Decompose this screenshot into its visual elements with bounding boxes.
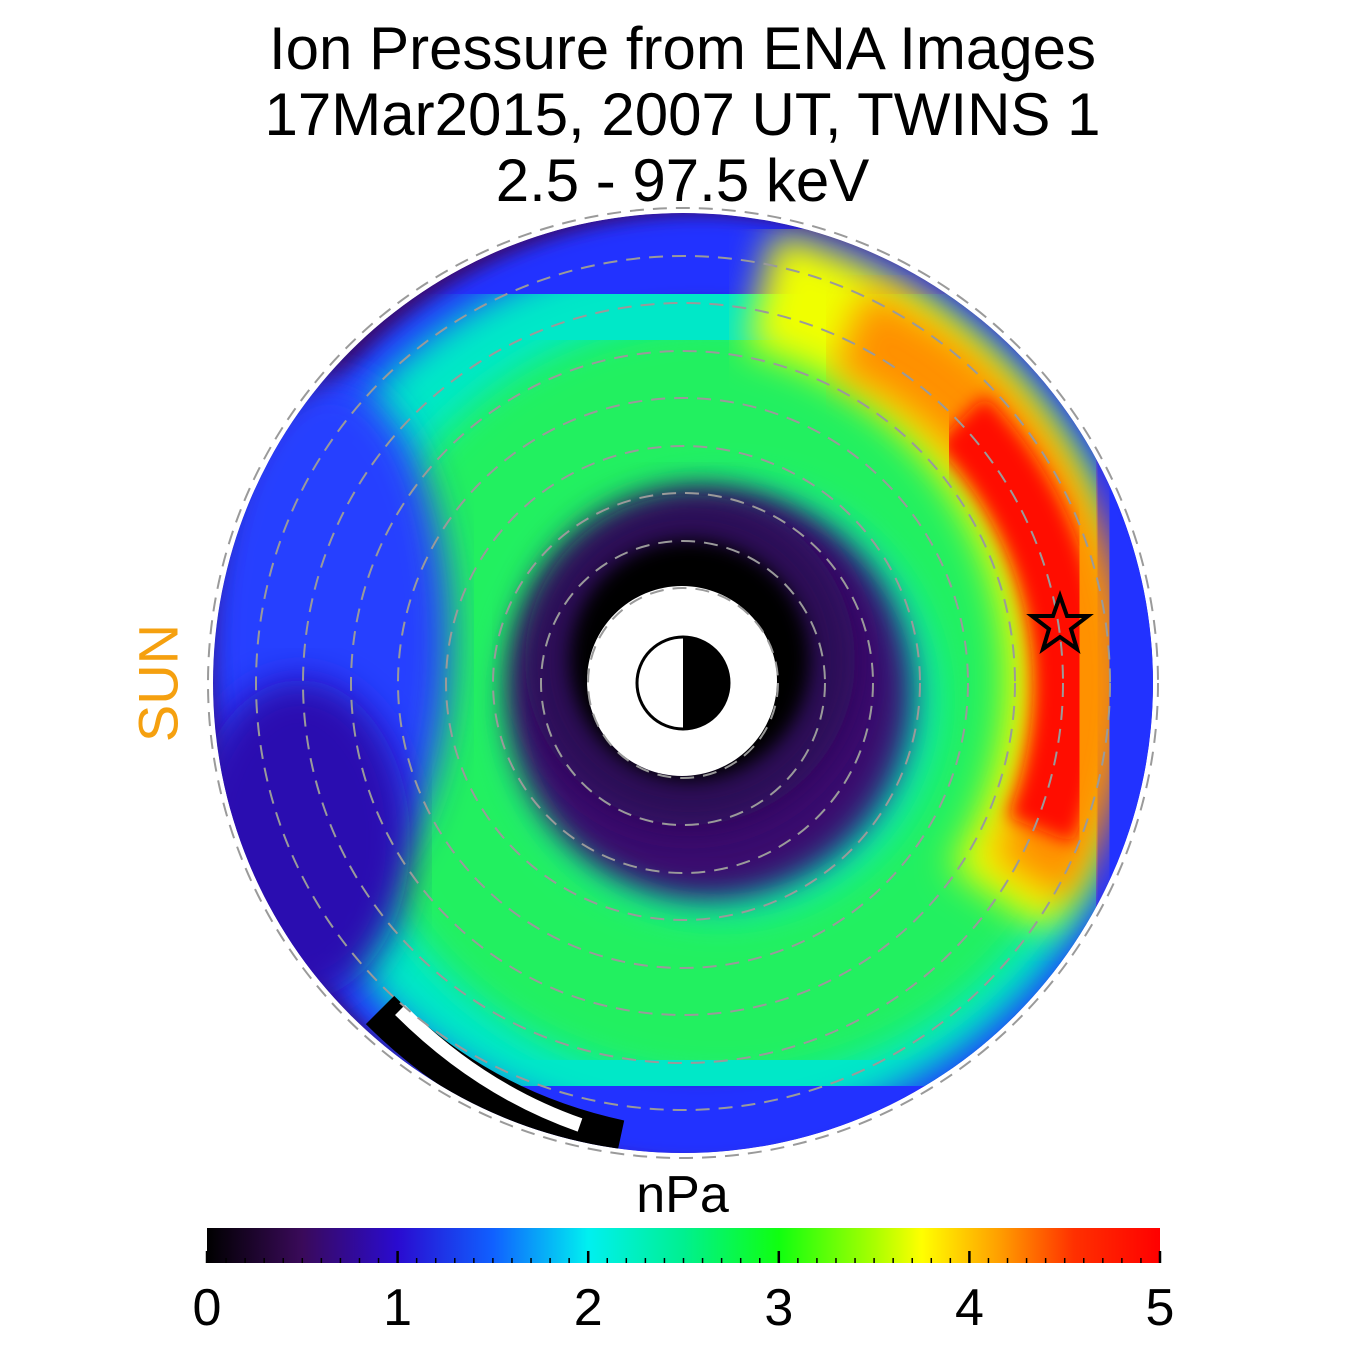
chart-title-line-1: Ion Pressure from ENA Images — [269, 15, 1096, 82]
colorbar-tick-label: 4 — [955, 1279, 984, 1337]
colorbar-units-label: nPa — [636, 1166, 729, 1224]
distance-rings — [207, 207, 1159, 1159]
earth-icon — [635, 635, 731, 731]
colorbar-tick-label: 5 — [1146, 1279, 1175, 1337]
colorbar-tick-label: 1 — [383, 1279, 412, 1337]
pressure-peak-star-icon — [1026, 589, 1094, 654]
colorbar-tick-label: 3 — [764, 1279, 793, 1337]
colorbar-tick-label: 2 — [574, 1279, 603, 1337]
chart-title-line-2: 17Mar2015, 2007 UT, TWINS 1 — [264, 81, 1101, 148]
colorbar-major-ticks — [205, 1251, 1162, 1263]
colorbar-tick-label: 0 — [193, 1279, 222, 1337]
colorbar — [207, 1228, 1160, 1263]
chart-title-line-3: 2.5 - 97.5 keV — [495, 147, 870, 214]
